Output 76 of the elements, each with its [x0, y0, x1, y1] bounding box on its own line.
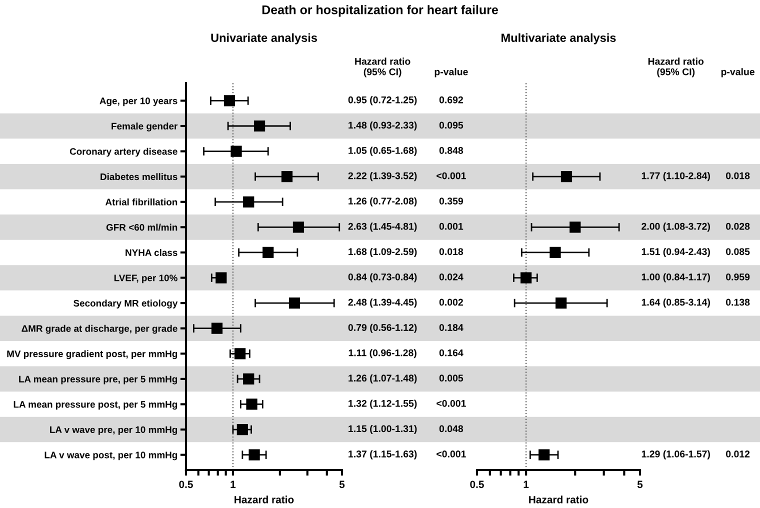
data-label: 2.48 (1.39-4.45) [348, 298, 417, 308]
text: p-value [721, 68, 754, 78]
data-label: 2.63 (1.45-4.81) [348, 222, 417, 232]
text: 0.164 [439, 349, 464, 356]
y-tick-label: MV pressure gradient post, per mmHg [7, 350, 178, 360]
x-tick-label: 0.5 [179, 480, 193, 488]
data-label: 1.32 (1.12-1.55) [348, 400, 417, 409]
x-tick-label: 0.5 [470, 480, 484, 488]
x-axis-title: Hazard ratio [234, 496, 294, 504]
text: 0.184 [439, 324, 464, 331]
y-tick-label: LVEF, per 10% [114, 274, 178, 284]
y-tick-label: Female gender [112, 122, 178, 132]
x-tick-label: 1 [524, 480, 529, 488]
text: 0.024 [439, 273, 464, 280]
data-label: 1.77 (1.10-2.84) [642, 172, 710, 182]
x-tick-label: 5 [339, 480, 345, 488]
data-label: 1.15 (1.00-1.31) [348, 425, 417, 434]
text: 0.018 [726, 172, 750, 180]
data-label: 1.26 (0.77-2.08) [348, 197, 417, 206]
data-label: 1.68 (1.09-2.59) [348, 248, 417, 257]
point [538, 449, 550, 460]
text: 0.048 [439, 425, 464, 432]
data-label: 0.95 (0.72-1.25) [348, 96, 417, 106]
text: 0.095 [439, 122, 464, 129]
data-label: 1.05 (0.65-1.68) [348, 146, 417, 156]
point [556, 298, 567, 309]
text: Hazard ratio (95% CI) [355, 58, 410, 78]
data-label: 0.79 (0.56-1.12) [348, 324, 417, 333]
data-label: 1.48 (0.93-2.33) [348, 121, 417, 131]
chart-subtitle: Multivariate analysis [502, 33, 616, 44]
y-tick-label: NYHA class [126, 249, 178, 256]
data-label: 1.29 (1.06-1.57) [642, 450, 710, 460]
y-tick-label: LA mean pressure pre, per 5 mmHg [19, 376, 178, 384]
text: <0.001 [436, 400, 466, 407]
data-label: 2.22 (1.39-3.52) [348, 172, 417, 182]
point [560, 171, 572, 182]
text: Death or hospitalization for heart failure [262, 5, 498, 17]
text: 0.002 [439, 298, 463, 306]
text: <0.001 [436, 450, 466, 458]
text: 0.138 [726, 298, 750, 306]
text: Hazard ratio (95% CI) [648, 58, 704, 78]
text: 0.359 [439, 198, 464, 205]
text: 0.005 [439, 374, 464, 382]
y-tick-label: Diabetes mellitus [100, 173, 178, 180]
text: p-value [434, 68, 468, 78]
x-tick-label: 1 [230, 480, 236, 488]
data-label: 0.84 (0.73-0.84) [348, 273, 417, 282]
text: 0.959 [726, 273, 750, 280]
y-tick-label: Age, per 10 years [100, 98, 178, 106]
text: 0.018 [439, 248, 464, 256]
data-label: 1.11 (0.96-1.28) [348, 349, 416, 358]
x-tick-label: 5 [637, 480, 643, 488]
text: 0.001 [439, 222, 464, 230]
y-tick-label: ΔMR grade at discharge, per grade [22, 324, 178, 334]
y-tick-label: LA v wave pre, per 10 mmHg [50, 426, 178, 435]
x-axis-title: Hazard ratio [529, 496, 588, 504]
data-label: 1.00 (0.84-1.17) [642, 273, 710, 282]
text: <0.001 [436, 172, 466, 180]
text: 0.848 [439, 147, 464, 154]
data-label: 1.64 (0.85-3.14) [642, 298, 710, 308]
point [550, 246, 561, 258]
data-label: 1.51 (0.94-2.43) [642, 248, 710, 257]
data-label: 2.00 (1.08-3.72) [642, 222, 710, 232]
y-tick-label: LA mean pressure post, per 5 mmHg [14, 401, 178, 410]
text: 0.692 [439, 96, 463, 104]
y-tick-label: LA v wave post, per 10 mmHg [44, 452, 178, 460]
chart-subtitle: Univariate analysis [211, 33, 318, 44]
text: 0.085 [726, 248, 750, 256]
y-tick-label: Secondary MR etiology [74, 300, 178, 308]
y-tick-label: Coronary artery disease [70, 148, 178, 157]
data-label: 1.37 (1.15-1.63) [348, 450, 417, 460]
text: 0.028 [726, 222, 750, 230]
text: 0.012 [726, 450, 750, 458]
y-tick-label: GFR <60 ml/min [106, 224, 178, 231]
y-tick-label: Atrial fibrillation [105, 198, 178, 206]
data-label: 1.26 (1.07-1.48) [348, 374, 417, 384]
